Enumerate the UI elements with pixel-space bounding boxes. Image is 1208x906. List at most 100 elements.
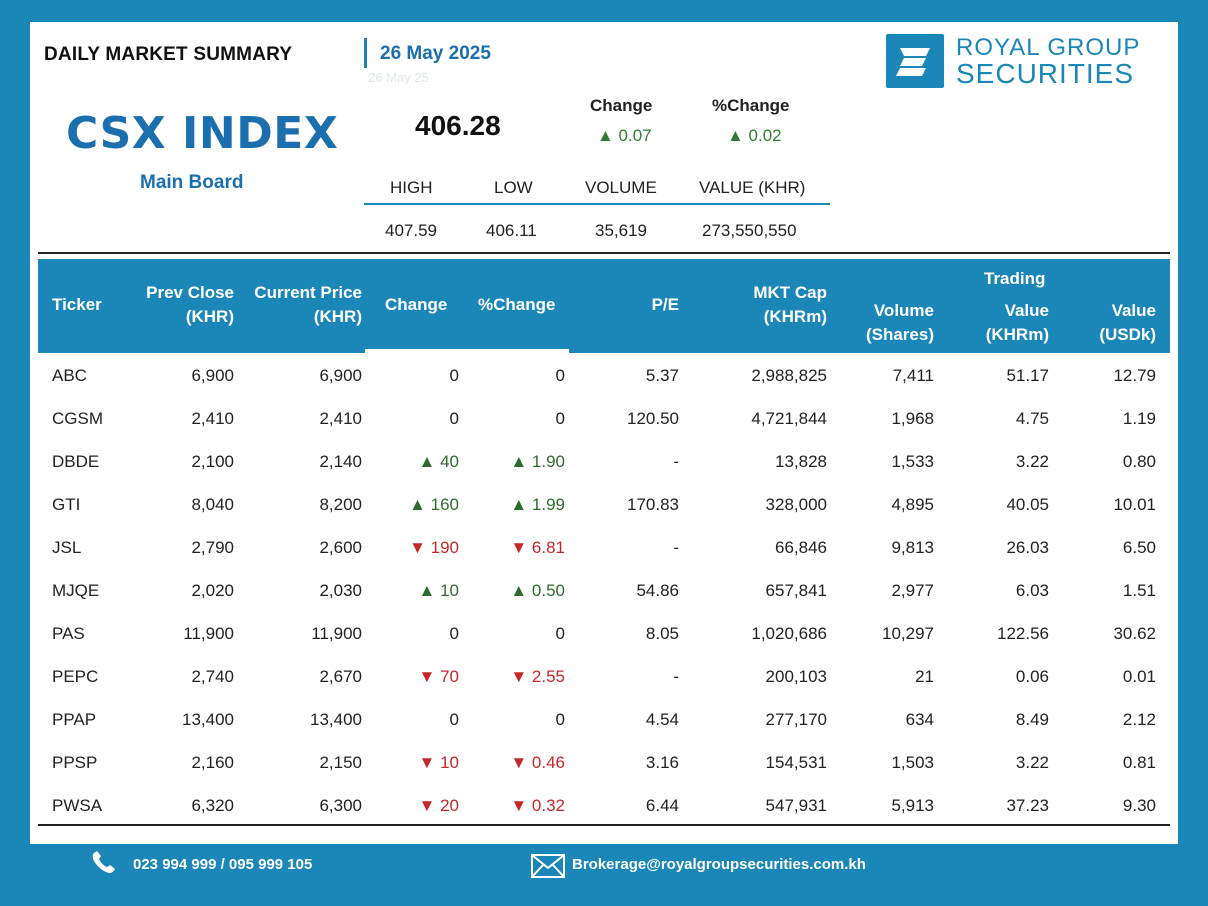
cell-current-price: 2,600	[319, 538, 362, 557]
cell-mkt-cap: 277,170	[765, 710, 827, 729]
stat-value-label: VALUE (KHR)	[699, 178, 806, 197]
cell-change: ▼ 10	[418, 753, 459, 772]
cell-mkt-cap: 66,846	[775, 538, 827, 557]
cell-pe: 170.83	[627, 495, 679, 514]
cell-ticker: PAS	[52, 624, 85, 643]
cell-change: ▼ 190	[409, 538, 459, 557]
cell-pe: 8.05	[645, 624, 679, 643]
cell-value-usd: 1.51	[1122, 581, 1156, 600]
cell-ticker: PPSP	[52, 753, 98, 772]
cell-ticker: PEPC	[52, 667, 99, 686]
cell-current-price: 2,140	[319, 452, 362, 471]
summary-card: DAILY MARKET SUMMARY 26 May 2025 26 May …	[30, 22, 1178, 844]
cell-prev-close: 2,020	[191, 581, 234, 600]
cell-mkt-cap: 2,988,825	[751, 366, 827, 385]
cell-prev-close: 2,740	[191, 667, 234, 686]
cell-current-price: 6,900	[319, 366, 362, 385]
cell-change: ▲ 40	[418, 452, 459, 471]
cell-pct-change: 0	[555, 409, 565, 428]
cell-mkt-cap: 657,841	[765, 581, 827, 600]
col-prev-close: Prev Close (KHR)	[146, 281, 234, 329]
col-value-khr-label: Value	[1004, 301, 1049, 320]
cell-pe: -	[673, 452, 679, 471]
footer-phone: 023 994 999 / 095 999 105	[133, 856, 313, 873]
cell-volume: 1,968	[891, 409, 934, 428]
cell-pct-change: ▼ 6.81	[510, 538, 565, 557]
cell-mkt-cap: 1,020,686	[751, 624, 827, 643]
cell-mkt-cap: 547,931	[765, 796, 827, 815]
col-mkt-cap-unit: (KHRm)	[763, 307, 827, 326]
cell-volume: 1,533	[891, 452, 934, 471]
cell-ticker: ABC	[52, 366, 87, 385]
cell-mkt-cap: 154,531	[765, 753, 827, 772]
col-change: Change	[385, 295, 448, 314]
table-row: PWSA 6,320 6,300 ▼ 20 ▼ 0.32 6.44 547,931 5,913…	[38, 784, 1170, 827]
footer-email[interactable]: Brokerage@royalgroupsecurities.com.kh	[572, 856, 866, 873]
col-trading-group: Trading	[984, 269, 1046, 288]
table-row: JSL 2,790 2,600 ▼ 190 ▼ 6.81 - 66,846 9,813 26.0…	[38, 526, 1170, 569]
table-header: Ticker Prev Close (KHR) Current Price (K…	[38, 259, 1170, 353]
cell-value-khr: 3.22	[1015, 753, 1049, 772]
phone-icon	[90, 850, 120, 881]
col-pct-change: %Change	[478, 295, 556, 314]
col-value-usd: Value (USDk)	[1099, 299, 1156, 347]
cell-pe: -	[673, 538, 679, 557]
logo-text-line1: ROYAL GROUP	[956, 34, 1141, 61]
table-row: PPAP 13,400 13,400 0 0 4.54 277,170 634 8.49 2.12	[38, 698, 1170, 741]
logo-mark-icon	[886, 34, 944, 88]
stat-low-value: 406.11	[486, 221, 537, 240]
cell-value-usd: 30.62	[1113, 624, 1156, 643]
table-top-rule	[38, 252, 1170, 254]
cell-pct-change: ▲ 1.99	[510, 495, 565, 514]
cell-prev-close: 13,400	[182, 710, 234, 729]
cell-ticker: MJQE	[52, 581, 100, 600]
table-row: PAS 11,900 11,900 0 0 8.05 1,020,686 10,297 122.…	[38, 612, 1170, 655]
cell-current-price: 11,900	[311, 624, 362, 643]
cell-volume: 634	[905, 710, 934, 729]
cell-prev-close: 8,040	[191, 495, 234, 514]
stats-divider	[364, 203, 830, 205]
cell-pe: 4.54	[645, 710, 679, 729]
cell-current-price: 13,400	[310, 710, 362, 729]
stat-volume-value: 35,619	[595, 221, 647, 240]
col-mkt-cap: MKT Cap (KHRm)	[753, 281, 827, 329]
cell-value-khr: 8.49	[1015, 710, 1049, 729]
cell-ticker: PPAP	[52, 710, 97, 729]
cell-value-usd: 10.01	[1113, 495, 1156, 514]
cell-change: ▼ 70	[418, 667, 459, 686]
cell-value-usd: 0.80	[1122, 452, 1156, 471]
report-date: 26 May 2025	[380, 43, 491, 64]
col-current-price-unit: (KHR)	[313, 307, 362, 326]
cell-current-price: 2,030	[319, 581, 362, 600]
cell-ticker: PWSA	[52, 796, 103, 815]
cell-value-khr: 37.23	[1006, 796, 1049, 815]
cell-value-usd: 0.01	[1122, 667, 1156, 686]
cell-change: ▼ 20	[418, 796, 459, 815]
table-row: PPSP 2,160 2,150 ▼ 10 ▼ 0.46 3.16 154,531 1,503…	[38, 741, 1170, 784]
cell-prev-close: 11,900	[183, 624, 234, 643]
stat-low-label: LOW	[494, 178, 533, 197]
cell-mkt-cap: 13,828	[775, 452, 827, 471]
col-current-price: Current Price (KHR)	[254, 281, 362, 329]
table-bottom-rule	[38, 824, 1170, 826]
cell-change: ▲ 160	[409, 495, 459, 514]
cell-current-price: 2,150	[319, 753, 362, 772]
logo-text-line2: SECURITIES	[956, 58, 1135, 89]
cell-ticker: JSL	[52, 538, 82, 557]
cell-change: ▲ 10	[418, 581, 459, 600]
cell-pct-change: ▲ 0.50	[510, 581, 565, 600]
index-name: CSX INDEX	[66, 108, 339, 159]
cell-volume: 5,913	[891, 796, 934, 815]
col-ticker: Ticker	[52, 295, 102, 314]
cell-pct-change: 0	[555, 624, 565, 643]
table-row: ABC 6,900 6,900 0 0 5.37 2,988,825 7,411 51.17 12…	[38, 354, 1170, 397]
cell-current-price: 2,670	[319, 667, 362, 686]
change-value: ▲ 0.07	[597, 126, 652, 145]
board-label: Main Board	[140, 172, 244, 193]
cell-volume: 1,503	[891, 753, 934, 772]
cell-pct-change: ▼ 0.46	[510, 753, 565, 772]
col-prev-close-unit: (KHR)	[185, 307, 234, 326]
cell-prev-close: 2,160	[191, 753, 234, 772]
company-logo: ROYAL GROUP SECURITIES	[886, 34, 1148, 90]
cell-current-price: 6,300	[319, 796, 362, 815]
